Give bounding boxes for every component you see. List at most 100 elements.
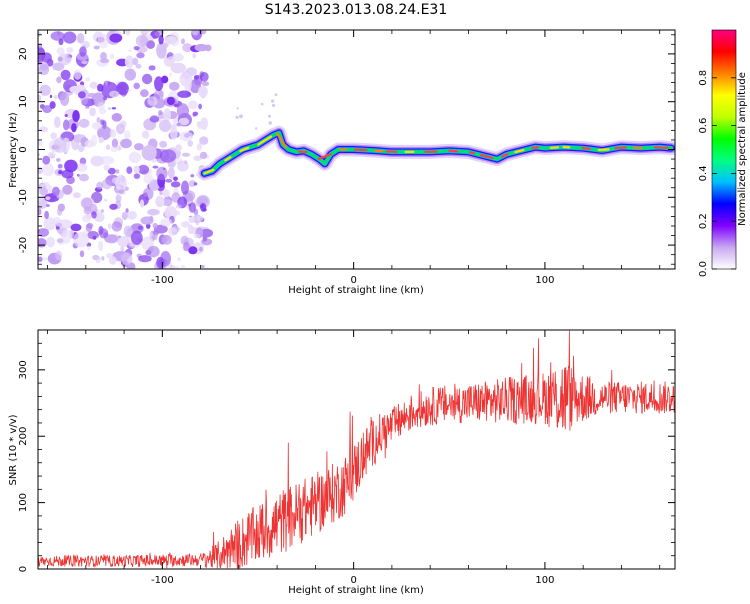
spectrogram-ylabel: Frequency (Hz) <box>8 112 19 188</box>
noise-blob <box>78 91 86 98</box>
noise-blob <box>99 228 108 238</box>
noise-blob <box>117 146 121 151</box>
noise-blob <box>91 135 97 147</box>
noise-blob <box>56 77 61 84</box>
noise-blob <box>134 173 140 179</box>
noise-blob <box>176 123 181 126</box>
noise-blob <box>72 110 80 122</box>
noise-blob <box>76 163 87 172</box>
noise-blob <box>109 256 117 265</box>
noise-blob <box>237 107 239 109</box>
noise-blob <box>118 236 121 239</box>
spectrogram-ridge-peak <box>376 151 383 152</box>
noise-blob <box>99 108 106 114</box>
noise-blob <box>153 166 159 169</box>
noise-blob <box>197 143 202 150</box>
noise-blob <box>261 103 264 106</box>
noise-blob <box>94 46 100 50</box>
noise-blob <box>122 212 128 220</box>
noise-blob <box>160 149 176 163</box>
noise-blob <box>138 255 152 262</box>
colorbar-tick-label: 0.0 <box>698 261 709 277</box>
noise-blob <box>42 257 48 260</box>
noise-blob <box>109 204 117 210</box>
noise-blob <box>77 33 84 44</box>
noise-blob <box>177 91 191 98</box>
spectrogram-ridge-peak <box>532 147 538 148</box>
noise-blob <box>205 45 212 52</box>
noise-blob <box>272 104 275 107</box>
noise-blob <box>65 114 68 117</box>
noise-blob <box>92 255 99 260</box>
spectrogram-ridge-peak <box>299 152 306 153</box>
noise-blob <box>120 83 128 97</box>
snr-ytick-label: 200 <box>18 427 29 446</box>
noise-blob <box>42 163 54 177</box>
spectrogram-ridge-peak <box>655 147 668 148</box>
noise-blob <box>129 49 132 52</box>
noise-blob <box>140 89 149 97</box>
noise-blob <box>193 114 197 117</box>
noise-blob <box>60 92 69 106</box>
noise-blob <box>104 199 107 202</box>
noise-blob <box>103 165 110 171</box>
noise-blob <box>141 216 154 224</box>
snr-ytick-label: 300 <box>18 360 29 379</box>
noise-blob <box>175 205 182 209</box>
colorbar-label: Normalized spectral amplitude <box>737 72 748 226</box>
noise-blob <box>57 238 63 243</box>
noise-blob <box>169 82 180 91</box>
noise-blob <box>63 119 69 130</box>
snr-ylabel: SNR (10 * v/v) <box>8 414 19 485</box>
noise-blob <box>169 72 171 76</box>
noise-blob <box>112 221 123 231</box>
spectrogram-ridge-peak <box>583 148 590 149</box>
noise-blob <box>119 189 125 194</box>
noise-blob <box>63 31 76 43</box>
noise-blob <box>106 144 110 150</box>
noise-blob <box>90 82 98 89</box>
spectrogram-ridge-peak <box>355 150 367 151</box>
noise-blob <box>114 93 117 96</box>
noise-blob <box>44 211 49 219</box>
noise-blob <box>142 130 149 139</box>
noise-blob <box>177 257 180 261</box>
noise-blob <box>103 96 107 100</box>
noise-blob <box>194 182 198 185</box>
noise-blob <box>201 28 207 35</box>
noise-blob <box>58 170 62 174</box>
noise-blob <box>147 96 157 106</box>
noise-blob <box>50 95 52 98</box>
noise-blob <box>42 156 50 165</box>
noise-blob <box>188 101 198 110</box>
noise-blob <box>147 246 159 257</box>
noise-blob <box>140 28 150 33</box>
noise-blob <box>105 81 108 86</box>
noise-blob <box>37 208 42 215</box>
noise-blob <box>177 161 189 172</box>
noise-blob <box>200 117 208 130</box>
noise-blob <box>143 174 153 184</box>
noise-blob <box>181 181 189 195</box>
noise-blob <box>196 216 203 222</box>
noise-blob <box>100 119 104 125</box>
noise-blob <box>153 223 158 228</box>
noise-blob <box>171 63 187 74</box>
colorbar-tick-label: 0.4 <box>698 165 709 181</box>
noise-blob <box>236 116 239 119</box>
noise-blob <box>162 189 170 197</box>
noise-blob <box>93 236 97 240</box>
colorbar-tick-label: 0.8 <box>698 70 709 86</box>
noise-blob <box>116 123 125 134</box>
colorbar: 0.00.20.40.60.8 Normalized spectral ampl… <box>698 30 748 277</box>
noise-blob <box>167 97 175 105</box>
noise-blob <box>181 38 185 44</box>
noise-blob <box>99 156 115 165</box>
spectrogram-ytick-label: 0 <box>18 146 29 152</box>
noise-blob <box>183 242 190 251</box>
noise-blob <box>108 107 111 110</box>
noise-blob <box>79 46 86 56</box>
noise-blob <box>109 33 122 42</box>
spectrogram-xtick-label: -100 <box>151 275 174 286</box>
noise-blob <box>149 65 156 70</box>
